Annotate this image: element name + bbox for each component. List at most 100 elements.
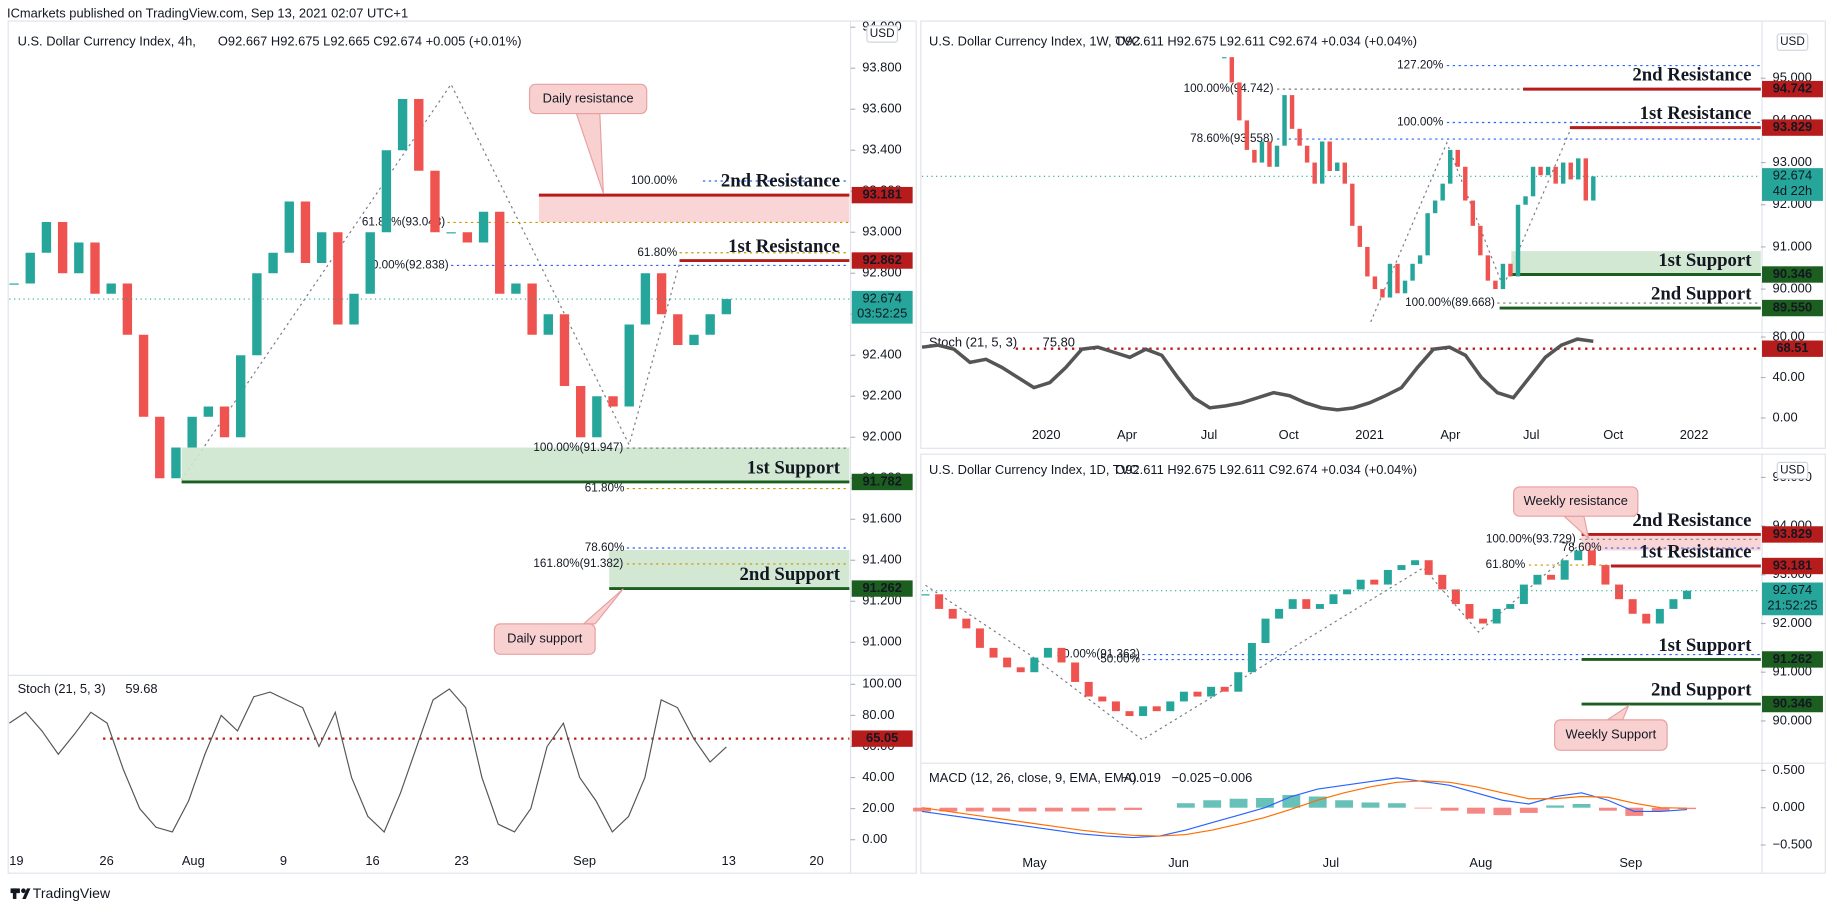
candle xyxy=(1683,590,1692,600)
level-badge xyxy=(1762,695,1823,713)
level-value: 89.550 xyxy=(1773,299,1812,314)
candle xyxy=(1342,162,1347,184)
candle xyxy=(1478,225,1483,256)
histogram-bar xyxy=(1572,803,1591,808)
candle xyxy=(9,283,19,285)
candle xyxy=(1411,560,1420,566)
level-name: 1st Support xyxy=(1658,635,1752,656)
candle xyxy=(1229,57,1235,83)
level-badge xyxy=(1762,526,1823,543)
x-tick-label: 16 xyxy=(365,853,379,868)
y-tick-label: 92.000 xyxy=(1773,615,1812,630)
histogram-bar xyxy=(1387,803,1406,808)
ohlc-quote: O92.611 H92.675 L92.611 C92.674 +0.034 (… xyxy=(1115,462,1417,477)
candle xyxy=(673,314,683,346)
candle xyxy=(1493,280,1498,290)
x-tick-label: Jul xyxy=(1323,855,1339,870)
zone xyxy=(609,550,850,589)
histogram-bar xyxy=(1071,807,1090,812)
candle xyxy=(1492,608,1501,624)
candle xyxy=(511,283,521,294)
candle xyxy=(1370,579,1379,585)
histogram-bar xyxy=(1308,796,1327,808)
y-tick-label: 40.00 xyxy=(862,769,894,784)
candle xyxy=(1628,599,1637,614)
candle xyxy=(1288,599,1297,609)
candle xyxy=(1016,667,1025,673)
candle xyxy=(1576,158,1581,180)
brand: TradingView xyxy=(33,885,111,901)
candle xyxy=(1397,565,1406,570)
histogram-bar xyxy=(1203,800,1222,808)
currency: USD xyxy=(1780,464,1805,477)
candle xyxy=(592,396,602,438)
candle xyxy=(1425,213,1430,256)
last-price: 92.674 xyxy=(1773,168,1812,183)
candle xyxy=(171,447,181,479)
level-value: 90.346 xyxy=(1773,695,1812,710)
fib-label: 100.00%(91.947) xyxy=(533,441,623,454)
callout-box xyxy=(1513,486,1639,517)
candle xyxy=(948,608,957,619)
level-value: 91.262 xyxy=(1773,651,1812,666)
histogram-bar xyxy=(1598,807,1617,811)
x-tick-label: 2021 xyxy=(1355,427,1384,442)
candle xyxy=(1275,608,1284,619)
histogram-bar xyxy=(1018,807,1037,812)
candle xyxy=(1417,255,1423,264)
candle xyxy=(1451,589,1460,605)
candle xyxy=(155,416,165,479)
level-name: 2nd Resistance xyxy=(1632,510,1751,531)
x-tick-label: Sep xyxy=(573,853,596,868)
level-badge xyxy=(1762,299,1823,317)
callout-box xyxy=(1554,719,1668,751)
histogram-bar xyxy=(1256,798,1274,808)
fib-label: 127.20% xyxy=(1397,59,1443,72)
candle xyxy=(1350,183,1355,226)
level-value: 93.181 xyxy=(862,187,901,202)
candle xyxy=(962,618,971,629)
fib-label: 161.80%(91.382) xyxy=(533,557,623,570)
level-name: 1st Resistance xyxy=(728,236,840,257)
candle xyxy=(1560,560,1569,580)
macd-line xyxy=(921,780,1688,837)
candle xyxy=(1319,141,1325,184)
callout-text: Weekly Support xyxy=(1566,726,1657,741)
zone xyxy=(1581,534,1761,551)
histogram-bar xyxy=(1124,807,1142,810)
candle xyxy=(1568,162,1573,180)
level-badge xyxy=(851,252,913,269)
ohlc-quote: O92.611 H92.675 L92.611 C92.674 +0.034 (… xyxy=(1115,34,1417,49)
candle xyxy=(1387,263,1393,298)
candle xyxy=(138,334,149,417)
level-name: 1st Resistance xyxy=(1640,541,1752,562)
candle xyxy=(1601,565,1610,585)
callout-text: Daily resistance xyxy=(543,90,634,105)
candle xyxy=(1383,569,1392,585)
level-badge xyxy=(1762,557,1823,575)
candle xyxy=(1455,149,1460,167)
candle xyxy=(349,293,359,325)
level-value: 92.862 xyxy=(862,252,901,267)
candle xyxy=(236,355,246,438)
level-value: 93.181 xyxy=(1773,557,1812,572)
y-tick-label: 93.400 xyxy=(862,142,901,157)
fib-label: 100.00%(93.729) xyxy=(1486,532,1576,545)
last-price-badge xyxy=(1762,582,1823,616)
fib-label: 50.00%(92.838) xyxy=(365,259,448,272)
fib-label: 78.60%(93.558) xyxy=(1190,132,1273,145)
candle xyxy=(1152,706,1161,712)
pane-title: Stoch (21, 5, 3) xyxy=(18,681,106,696)
fib-trend xyxy=(181,83,681,481)
candle xyxy=(1057,647,1066,663)
macd-line xyxy=(921,777,1688,839)
weekly-frame xyxy=(920,20,1826,449)
currency: USD xyxy=(1780,35,1805,48)
level-name: 2nd Support xyxy=(740,564,841,585)
callout-pointer xyxy=(575,112,604,194)
x-tick-label: 23 xyxy=(454,853,468,868)
x-tick-label: Aug xyxy=(182,853,205,868)
y-tick-label: 80.00 xyxy=(1773,328,1805,343)
histogram-bar xyxy=(1440,807,1459,811)
candle xyxy=(74,242,84,274)
